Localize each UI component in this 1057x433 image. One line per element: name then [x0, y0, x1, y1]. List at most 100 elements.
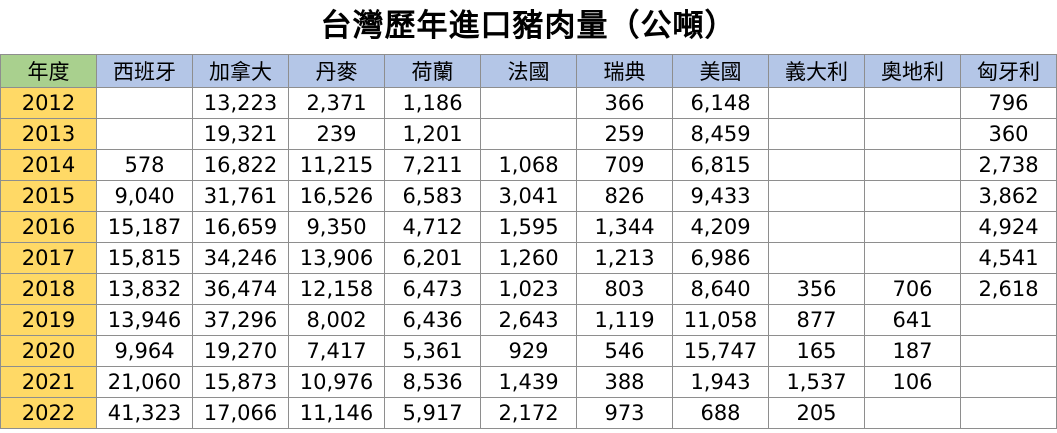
row: 2014 578 16,822 11,215 7,211 1,068 709 6,815 2,7… — [0, 149, 1057, 181]
cell: 187 — [864, 335, 961, 367]
cell: 546 — [576, 335, 673, 367]
cell: 13,223 — [192, 87, 289, 119]
cell: 6,148 — [672, 87, 769, 119]
cell: 19,270 — [192, 335, 289, 367]
cell: 13,906 — [288, 242, 385, 274]
cell — [480, 118, 577, 150]
cell: 1,537 — [768, 366, 865, 398]
cell — [864, 87, 961, 119]
cell: 877 — [768, 304, 865, 336]
cell — [864, 149, 961, 181]
cell: 1,023 — [480, 273, 577, 305]
row: 2019 13,946 37,296 8,002 6,436 2,643 1,119 11,0… — [0, 304, 1057, 336]
cell: 1,344 — [576, 211, 673, 243]
cell: 356 — [768, 273, 865, 305]
cell: 4,541 — [960, 242, 1057, 274]
cell: 1,439 — [480, 366, 577, 398]
cell: 6,201 — [384, 242, 481, 274]
cell: 17,066 — [192, 397, 289, 429]
cell: 15,873 — [192, 366, 289, 398]
cell: 16,526 — [288, 180, 385, 212]
cell: 1,119 — [576, 304, 673, 336]
cell: 16,659 — [192, 211, 289, 243]
cell: 9,433 — [672, 180, 769, 212]
cell: 929 — [480, 335, 577, 367]
cell: 388 — [576, 366, 673, 398]
year-cell: 2016 — [0, 211, 97, 243]
cell: 6,815 — [672, 149, 769, 181]
cell — [864, 242, 961, 274]
cell: 3,041 — [480, 180, 577, 212]
header-cell: 加拿大 — [192, 54, 289, 88]
cell: 13,832 — [96, 273, 193, 305]
cell — [768, 211, 865, 243]
cell — [960, 366, 1057, 398]
year-cell: 2017 — [0, 242, 97, 274]
cell — [864, 397, 961, 429]
cell: 15,187 — [96, 211, 193, 243]
cell: 8,459 — [672, 118, 769, 150]
title: 台灣歷年進口豬肉量（公噸） — [320, 8, 737, 44]
cell: 366 — [576, 87, 673, 119]
cell: 31,761 — [192, 180, 289, 212]
cell: 1,068 — [480, 149, 577, 181]
year-cell: 2019 — [0, 304, 97, 336]
cell: 1,213 — [576, 242, 673, 274]
year-cell: 2018 — [0, 273, 97, 305]
cell — [96, 87, 193, 119]
year-cell: 2021 — [0, 366, 97, 398]
cell — [768, 87, 865, 119]
cell: 8,002 — [288, 304, 385, 336]
cell: 1,186 — [384, 87, 481, 119]
table: 年度 西班牙 加拿大 丹麥 荷蘭 法國 瑞典 美國 義大利 奧地利 匈牙利 2012 13,223 2,3… — [0, 54, 1057, 429]
cell: 1,943 — [672, 366, 769, 398]
header-cell: 西班牙 — [96, 54, 193, 88]
cell — [864, 118, 961, 150]
cell: 2,738 — [960, 149, 1057, 181]
cell: 4,924 — [960, 211, 1057, 243]
cell — [480, 87, 577, 119]
cell: 803 — [576, 273, 673, 305]
header-cell: 瑞典 — [576, 54, 673, 88]
row: 2013 19,321 239 1,201 259 8,459 360 — [0, 118, 1057, 150]
cell: 11,146 — [288, 397, 385, 429]
cell — [768, 242, 865, 274]
row: 2021 21,060 15,873 10,976 8,536 1,439 388 1,943… — [0, 366, 1057, 398]
cell: 106 — [864, 366, 961, 398]
cell — [864, 211, 961, 243]
cell: 15,747 — [672, 335, 769, 367]
cell: 1,260 — [480, 242, 577, 274]
header-cell: 匈牙利 — [960, 54, 1057, 88]
cell: 578 — [96, 149, 193, 181]
row: 2022 41,323 17,066 11,146 5,917 2,172 973 688 20… — [0, 397, 1057, 429]
header-cell: 義大利 — [768, 54, 865, 88]
cell: 826 — [576, 180, 673, 212]
cell: 3,862 — [960, 180, 1057, 212]
cell: 6,986 — [672, 242, 769, 274]
cell: 19,321 — [192, 118, 289, 150]
cell: 165 — [768, 335, 865, 367]
cell: 7,211 — [384, 149, 481, 181]
row: 2017 15,815 34,246 13,906 6,201 1,260 1,213 6,9… — [0, 242, 1057, 274]
cell: 34,246 — [192, 242, 289, 274]
cell: 796 — [960, 87, 1057, 119]
cell: 10,976 — [288, 366, 385, 398]
cell: 5,917 — [384, 397, 481, 429]
cell: 9,040 — [96, 180, 193, 212]
cell — [96, 118, 193, 150]
header-cell: 奧地利 — [864, 54, 961, 88]
cell: 6,473 — [384, 273, 481, 305]
header-row: 年度 西班牙 加拿大 丹麥 荷蘭 法國 瑞典 美國 義大利 奧地利 匈牙利 — [0, 54, 1057, 88]
cell: 9,350 — [288, 211, 385, 243]
cell: 2,371 — [288, 87, 385, 119]
cell: 9,964 — [96, 335, 193, 367]
cell: 259 — [576, 118, 673, 150]
cell: 11,058 — [672, 304, 769, 336]
cell: 15,815 — [96, 242, 193, 274]
cell: 13,946 — [96, 304, 193, 336]
year-cell: 2015 — [0, 180, 97, 212]
year-cell: 2022 — [0, 397, 97, 429]
cell — [864, 180, 961, 212]
year-cell: 2012 — [0, 87, 97, 119]
